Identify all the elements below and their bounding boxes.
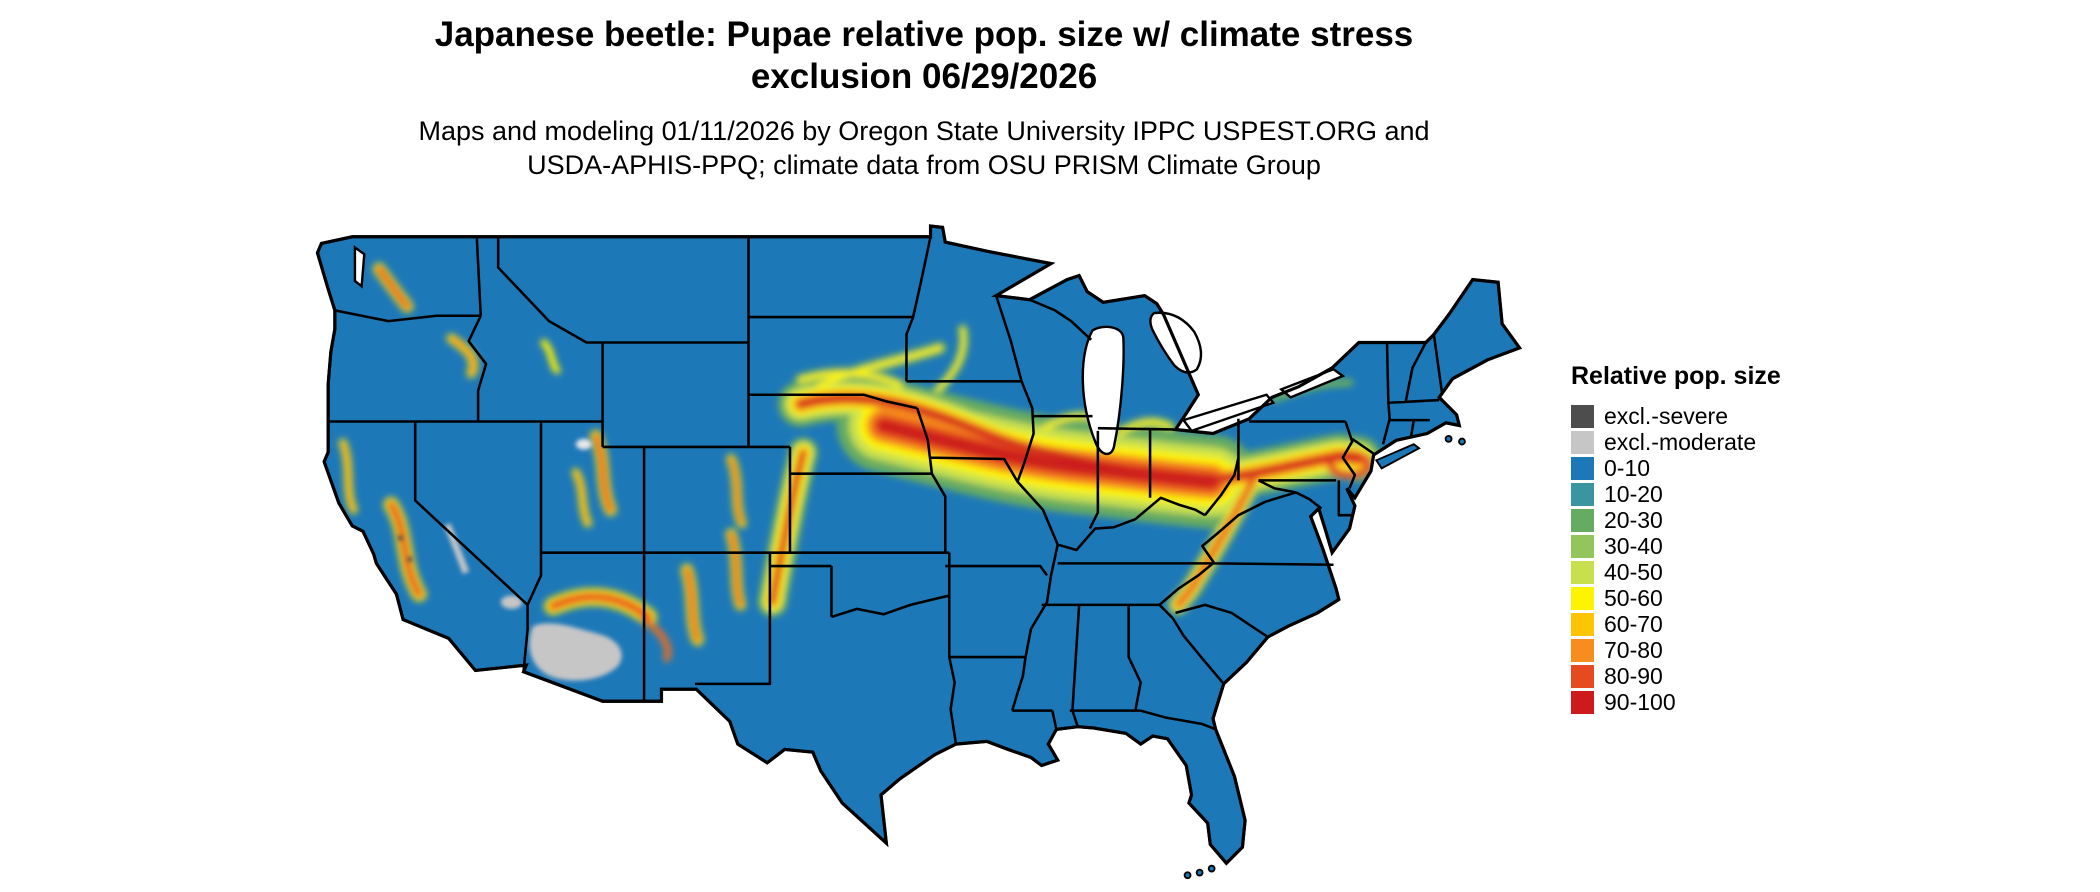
legend-swatch	[1571, 404, 1594, 428]
legend-item: 80-90	[1571, 663, 1891, 689]
legend-swatch	[1571, 638, 1594, 662]
legend-swatch	[1571, 690, 1594, 714]
legend-swatch	[1571, 664, 1594, 688]
florida-key	[1183, 871, 1192, 880]
nantucket	[1458, 437, 1466, 446]
legend-item: 90-100	[1571, 689, 1891, 715]
legend-item-label: 40-50	[1604, 558, 1663, 585]
florida-key	[1195, 868, 1204, 877]
legend-item: 60-70	[1571, 611, 1891, 637]
map-title-line1: Japanese beetle: Pupae relative pop. siz…	[434, 15, 1414, 54]
legend-item-label: 50-60	[1604, 584, 1663, 611]
legend-item-label: 60-70	[1604, 610, 1663, 637]
legend-item-label: 70-80	[1604, 636, 1663, 663]
exclusion-severe-spot	[407, 556, 413, 563]
legend-item: 40-50	[1571, 559, 1891, 585]
great-salt-lake	[575, 438, 592, 450]
legend-swatch	[1571, 508, 1594, 532]
legend-swatch	[1571, 560, 1594, 584]
legend-item-label: 0-10	[1604, 454, 1651, 481]
islands	[1183, 435, 1466, 880]
legend-item: 50-60	[1571, 585, 1891, 611]
header: Japanese beetle: Pupae relative pop. siz…	[0, 14, 1848, 182]
us-map	[308, 214, 1533, 890]
map-subtitle-line2: USDA-APHIS-PPQ; climate data from OSU PR…	[527, 150, 1321, 180]
legend-item-label: excl.-severe	[1604, 402, 1728, 429]
legend-swatch	[1571, 534, 1594, 558]
legend-item-label: 20-30	[1604, 506, 1663, 533]
legend-item-label: 80-90	[1604, 662, 1663, 689]
legend-swatch	[1571, 612, 1594, 636]
great-lakes	[353, 245, 1346, 456]
legend-item: 10-20	[1571, 481, 1891, 507]
legend-swatch	[1571, 456, 1594, 480]
legend-swatch	[1571, 586, 1594, 610]
legend-title: Relative pop. size	[1571, 362, 1781, 390]
legend-swatch	[1571, 482, 1594, 506]
map-subtitle-line1: Maps and modeling 01/11/2026 by Oregon S…	[418, 116, 1430, 146]
legend: Relative pop. size excl.-severe excl.-mod…	[1571, 362, 1891, 715]
legend-item: 70-80	[1571, 637, 1891, 663]
legend-item-label: 10-20	[1604, 480, 1663, 507]
legend-swatch	[1571, 430, 1594, 454]
legend-item-label: excl.-moderate	[1604, 428, 1757, 455]
exclusion-severe-spot	[397, 535, 404, 541]
lake-michigan	[1081, 325, 1125, 456]
exclusion-moderate-arizona	[529, 623, 622, 681]
map-title-line2: exclusion 06/29/2026	[750, 57, 1098, 96]
legend-item: excl.-severe	[1571, 403, 1891, 429]
legend-item: 20-30	[1571, 507, 1891, 533]
marthas-vineyard	[1444, 435, 1453, 443]
map-subtitle: Maps and modeling 01/11/2026 by Oregon S…	[0, 114, 1848, 182]
legend-items: excl.-severe excl.-moderate 0-10 10-20 20-30…	[1571, 403, 1891, 715]
legend-item: 0-10	[1571, 455, 1891, 481]
long-island	[1374, 443, 1421, 470]
puget-sound	[353, 245, 366, 289]
us-map-svg	[315, 224, 1522, 880]
lake-erie	[1181, 393, 1276, 433]
state-borders	[328, 236, 1444, 745]
florida-key	[1207, 864, 1216, 873]
legend-item-label: 90-100	[1604, 688, 1676, 715]
legend-item: 30-40	[1571, 533, 1891, 559]
legend-item: excl.-moderate	[1571, 429, 1891, 455]
legend-item-label: 30-40	[1604, 532, 1663, 559]
exclusion-moderate-spot	[500, 595, 523, 609]
